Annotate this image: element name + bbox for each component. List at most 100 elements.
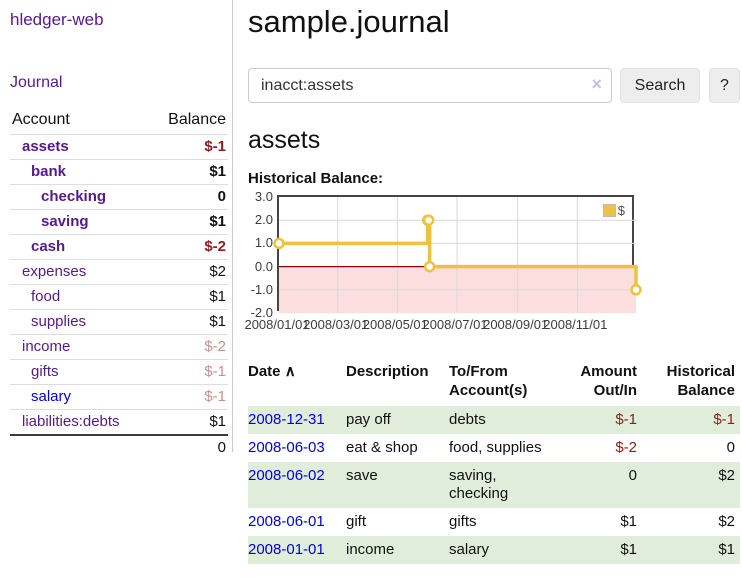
x-tick-label: 2008/01/01 bbox=[244, 317, 310, 332]
account-row: liabilities:debts $1 bbox=[10, 409, 228, 435]
transaction-accounts: saving, checking bbox=[449, 467, 509, 502]
account-link-salary[interactable]: salary bbox=[31, 388, 72, 405]
search-form: × Search ? bbox=[248, 68, 740, 103]
register-row: 2008-01-01 income salary $1 $1 bbox=[248, 536, 740, 564]
account-link-assets[interactable]: assets bbox=[22, 138, 69, 155]
register-row: 2008-06-01 gift gifts $1 $2 bbox=[248, 508, 740, 536]
account-balance: $1 bbox=[149, 309, 228, 335]
account-row: salary $-1 bbox=[10, 384, 228, 410]
account-balance: $1 bbox=[149, 209, 228, 235]
x-tick-label: 2008/07/01 bbox=[422, 317, 488, 332]
register-row: 2008-06-02 save saving, checking 0 $2 bbox=[248, 462, 740, 508]
chart-plot-area: $ bbox=[273, 195, 642, 313]
transaction-date-link[interactable]: 2008-06-03 bbox=[248, 439, 325, 456]
account-link-supplies[interactable]: supplies bbox=[31, 313, 87, 330]
search-box: × bbox=[248, 68, 612, 103]
transaction-accounts: debts bbox=[449, 411, 486, 428]
transaction-date-link[interactable]: 2008-06-01 bbox=[248, 513, 325, 530]
transaction-accounts: salary bbox=[449, 541, 490, 558]
account-link-saving[interactable]: saving bbox=[41, 213, 89, 230]
accounts-header-balance: Balance bbox=[168, 111, 226, 128]
account-row: saving $1 bbox=[10, 209, 228, 235]
account-balance: $-2 bbox=[149, 234, 228, 260]
y-tick-label: 0.0 bbox=[254, 258, 273, 274]
account-balance: $-1 bbox=[149, 359, 228, 385]
transaction-balance: 0 bbox=[726, 439, 735, 456]
transaction-accounts: gifts bbox=[449, 513, 477, 530]
y-tick-label: -2.0 bbox=[250, 305, 273, 320]
account-balance: $1 bbox=[149, 159, 228, 185]
accounts-table: Account Balance assets $-1 bank $1 checkin… bbox=[10, 108, 228, 460]
transaction-balance: $-1 bbox=[713, 411, 735, 428]
transaction-description: pay off bbox=[346, 411, 391, 428]
transaction-description: gift bbox=[346, 513, 367, 530]
main-content: sample.journal × Search ? assets Histori… bbox=[244, 0, 740, 564]
account-link-expenses[interactable]: expenses bbox=[22, 263, 87, 280]
account-balance: 0 bbox=[149, 184, 228, 210]
account-link-income[interactable]: income bbox=[22, 338, 71, 355]
transaction-description: income bbox=[346, 541, 395, 558]
transaction-amount: $-1 bbox=[615, 411, 637, 428]
app-title-link[interactable]: hledger-web bbox=[10, 10, 104, 29]
nav-journal-link[interactable]: Journal bbox=[10, 74, 63, 91]
account-balance: $1 bbox=[149, 284, 228, 310]
balance-chart: 3.0 2.0 1.0 0.0 -1.0 -2.0 $ 2008/01/01 2008/03… bbox=[244, 189, 740, 338]
account-link-checking[interactable]: checking bbox=[41, 188, 107, 205]
account-row: gifts $-1 bbox=[10, 359, 228, 385]
x-tick-label: 2008/05/01 bbox=[362, 317, 428, 332]
register-header-balance: Historical Balance bbox=[666, 363, 735, 399]
account-row: expenses $2 bbox=[10, 259, 228, 285]
transaction-description: eat & shop bbox=[346, 439, 418, 456]
account-link-food[interactable]: food bbox=[31, 288, 61, 305]
account-row: food $1 bbox=[10, 284, 228, 310]
accounts-total-row: 0 bbox=[10, 434, 228, 460]
sort-ascending-icon: ∧ bbox=[284, 363, 296, 380]
search-button[interactable]: Search bbox=[620, 68, 700, 103]
register-header-accounts: To/From Account(s) bbox=[449, 363, 528, 399]
account-balance: $1 bbox=[149, 409, 228, 435]
transaction-date-link[interactable]: 2008-06-02 bbox=[248, 467, 325, 484]
legend-label: $ bbox=[617, 203, 625, 218]
legend-swatch-icon bbox=[602, 204, 616, 217]
account-link-cash[interactable]: cash bbox=[31, 238, 66, 255]
transaction-balance: $1 bbox=[718, 541, 735, 558]
transaction-amount: $1 bbox=[620, 541, 637, 558]
chart-legend: $ bbox=[600, 202, 627, 219]
clear-search-icon[interactable]: × bbox=[591, 74, 602, 94]
account-row: bank $1 bbox=[10, 159, 228, 185]
search-input[interactable] bbox=[248, 68, 612, 103]
chart-svg bbox=[273, 197, 642, 313]
page-title: sample.journal bbox=[248, 4, 450, 39]
transaction-balance: $2 bbox=[718, 467, 735, 484]
account-row: supplies $1 bbox=[10, 309, 228, 335]
register-header-date[interactable]: Date ∧ bbox=[248, 363, 296, 380]
transaction-description: save bbox=[346, 467, 378, 484]
transaction-date-link[interactable]: 2008-01-01 bbox=[248, 541, 325, 558]
account-row: cash $-2 bbox=[10, 234, 228, 260]
account-balance: $2 bbox=[149, 259, 228, 285]
account-link-gifts[interactable]: gifts bbox=[31, 363, 59, 380]
transaction-date-link[interactable]: 2008-12-31 bbox=[248, 411, 325, 428]
transaction-accounts: food, supplies bbox=[449, 439, 542, 456]
accounts-total-balance: 0 bbox=[149, 434, 228, 460]
x-tick-label: 2008/03/01 bbox=[303, 317, 369, 332]
register-row: 2008-06-03 eat & shop food, supplies $-2… bbox=[248, 434, 740, 462]
account-balance: $-1 bbox=[149, 384, 228, 410]
account-balance: $-1 bbox=[149, 134, 228, 160]
register-table: Date ∧ Description To/From Account(s) Am… bbox=[248, 360, 740, 564]
chart-title: Historical Balance: bbox=[248, 170, 384, 187]
y-tick-label: 1.0 bbox=[254, 235, 273, 251]
x-tick-label: 2008/11/01 bbox=[543, 317, 608, 332]
x-tick-label: 2008/09/01 bbox=[483, 317, 549, 332]
help-button[interactable]: ? bbox=[709, 68, 740, 103]
register-header-description: Description bbox=[346, 363, 429, 380]
account-row: income $-2 bbox=[10, 334, 228, 360]
account-link-liabilities-debts[interactable]: liabilities:debts bbox=[22, 413, 120, 430]
transaction-balance: $2 bbox=[718, 513, 735, 530]
y-tick-label: -1.0 bbox=[250, 281, 273, 297]
y-tick-label: 3.0 bbox=[254, 189, 273, 204]
account-balance: $-2 bbox=[149, 334, 228, 360]
account-link-bank[interactable]: bank bbox=[31, 163, 67, 180]
accounts-header-account: Account bbox=[12, 111, 70, 128]
account-row: checking 0 bbox=[10, 184, 228, 210]
